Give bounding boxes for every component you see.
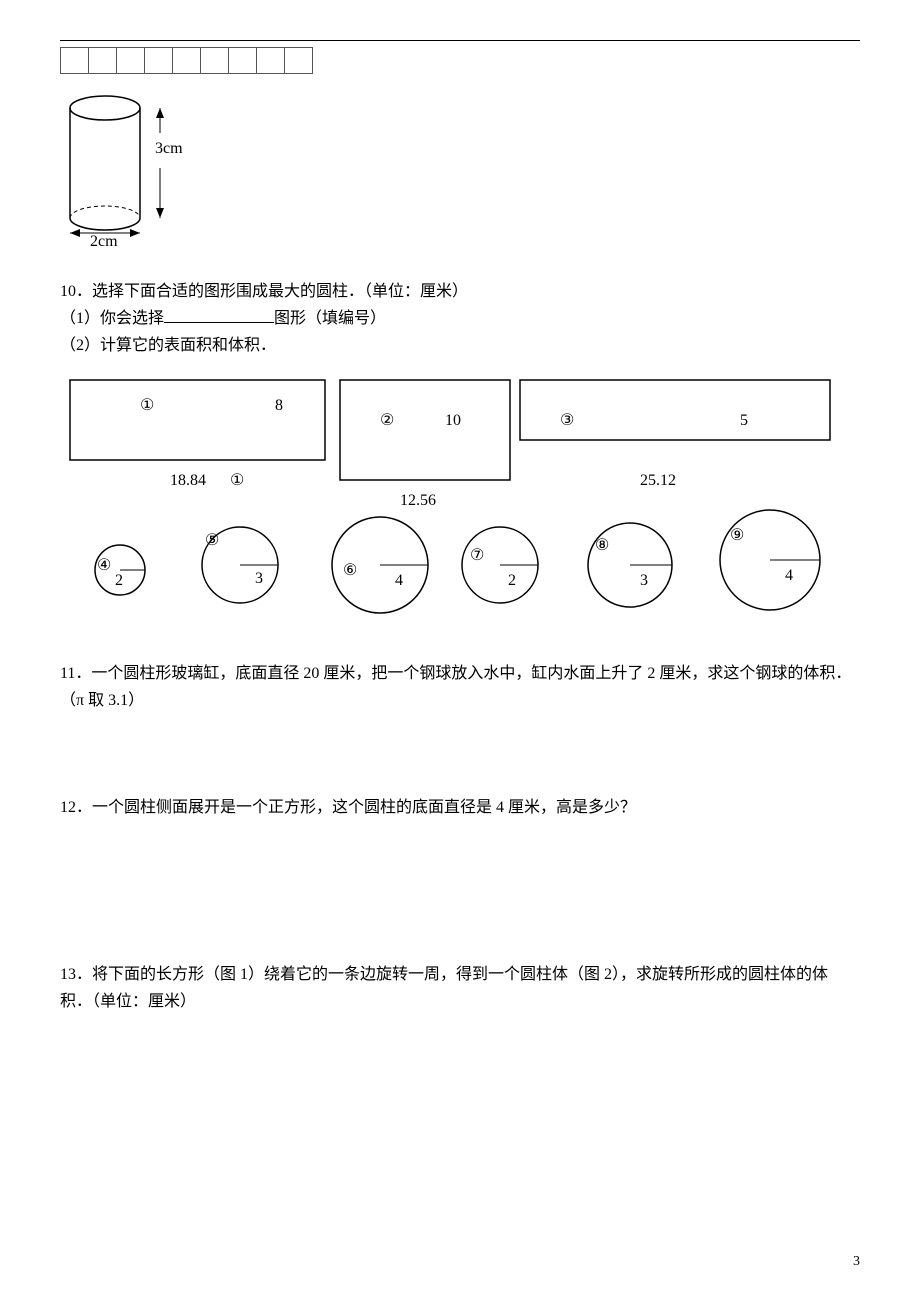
rect2-num: ② [380, 412, 394, 429]
c9-num: ⑨ [730, 527, 744, 544]
problem-13: 13．将下面的长方形（图 1）绕着它的一条边旋转一周，得到一个圆柱体（图 2），… [60, 961, 860, 1015]
c8-num: ⑧ [595, 537, 609, 554]
c5-r: 3 [255, 570, 263, 587]
problem-10: 10．选择下面合适的图形围成最大的圆柱．（单位：厘米） （1）你会选择 图形（填编… [60, 278, 860, 360]
c6-r: 4 [395, 572, 403, 589]
problem-11: 11．一个圆柱形玻璃缸，底面直径 20 厘米，把一个钢球放入水中，缸内水面上升了… [60, 660, 860, 714]
cyl-diameter-label: 2cm [90, 233, 118, 248]
p13-text: 13．将下面的长方形（图 1）绕着它的一条边旋转一周，得到一个圆柱体（图 2），… [60, 966, 828, 1010]
p12-text: 12．一个圆柱侧面展开是一个正方形，这个圆柱的底面直径是 4 厘米，高是多少？ [60, 799, 636, 816]
c6-num: ⑥ [343, 562, 357, 579]
c7-num: ⑦ [470, 547, 484, 564]
page-number: 3 [853, 1254, 860, 1270]
rect3-h: 5 [740, 412, 748, 429]
p10-sub1-prefix: （1）你会选择 [60, 310, 164, 327]
problem-12: 12．一个圆柱侧面展开是一个正方形，这个圆柱的底面直径是 4 厘米，高是多少？ [60, 794, 860, 821]
top-rule [60, 40, 860, 41]
p11-text: 11．一个圆柱形玻璃缸，底面直径 20 厘米，把一个钢球放入水中，缸内水面上升了… [60, 665, 851, 709]
p10-sub2: （2）计算它的表面积和体积． [60, 332, 860, 359]
p10-figure: ① 8 18.84 ① ② 10 12.56 ③ 5 25.12 ④ 2 ⑤ 3 [60, 370, 840, 620]
rect1-h: 8 [275, 397, 283, 414]
p10-title: 10．选择下面合适的图形围成最大的圆柱．（单位：厘米） [60, 278, 860, 305]
c7-r: 2 [508, 572, 516, 589]
rect1-num: ① [140, 397, 154, 414]
rect1-w: 18.84 [170, 472, 206, 489]
c5-num: ⑤ [205, 532, 219, 549]
p10-blank [164, 307, 274, 323]
small-grid [60, 47, 313, 74]
cylinder-figure-top: 3cm 2cm [60, 78, 210, 248]
c4-r: 2 [115, 572, 123, 589]
rect3-w: 25.12 [640, 472, 676, 489]
rect3-num: ③ [560, 412, 574, 429]
rect2-w: 12.56 [400, 492, 436, 509]
c4-num: ④ [97, 557, 111, 574]
c8-r: 3 [640, 572, 648, 589]
rect2-h: 10 [445, 412, 461, 429]
rect1-extra: ① [230, 472, 244, 489]
cyl-height-label: 3cm [155, 140, 183, 157]
c9-r: 4 [785, 567, 793, 584]
p10-sub1-suffix: 图形（填编号） [274, 310, 386, 327]
